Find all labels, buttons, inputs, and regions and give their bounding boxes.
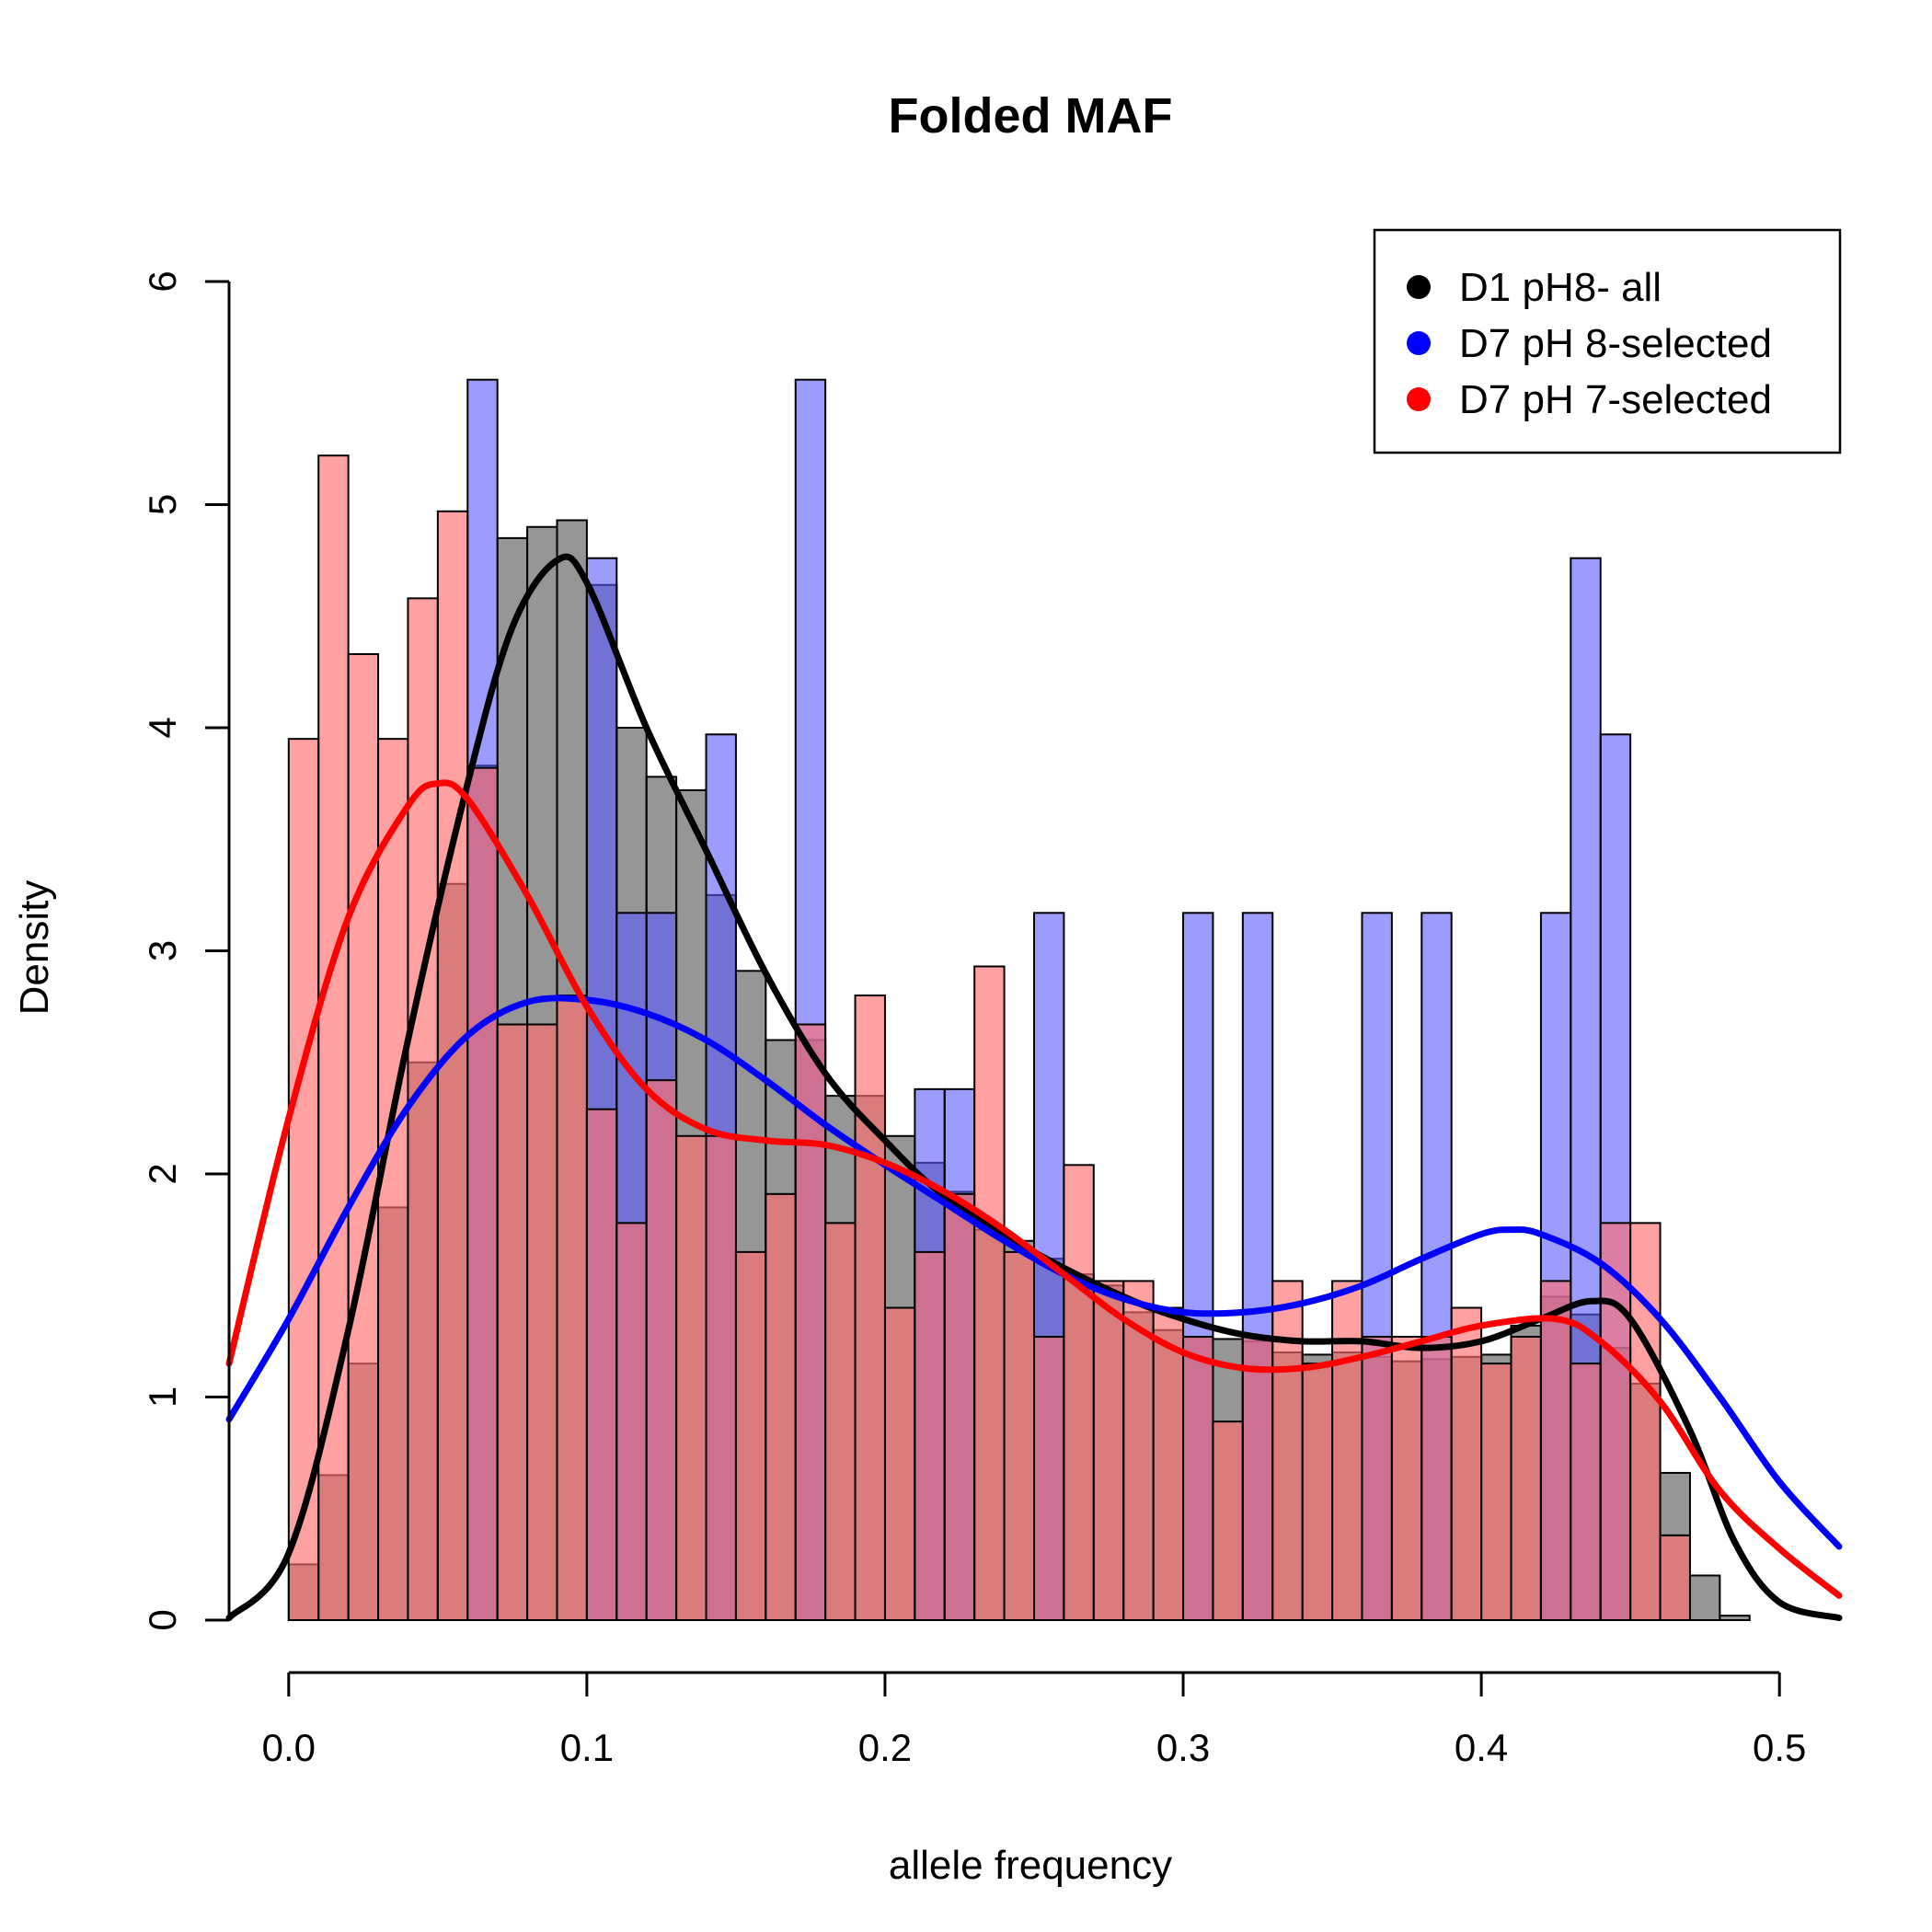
legend-marker [1407, 275, 1431, 299]
histogram-bar [466, 766, 499, 1621]
histogram-bar [1271, 1280, 1304, 1622]
histogram-bar [1570, 1363, 1602, 1621]
histogram-bar [854, 995, 886, 1621]
histogram-bar [1212, 1420, 1244, 1622]
histogram-bar [1361, 1336, 1393, 1622]
x-tick-label: 0.0 [262, 1726, 316, 1769]
y-axis: 0 1 2 3 4 5 6 [141, 270, 231, 1631]
histogram-bar [1390, 1336, 1423, 1622]
histogram-bar [585, 1108, 618, 1622]
histogram-bars [287, 378, 1751, 1622]
legend-label: D1 pH8- all [1459, 265, 1662, 310]
histogram-bar [734, 1250, 767, 1621]
x-tick-label: 0.5 [1753, 1726, 1806, 1769]
x-axis-label: allele frequency [889, 1843, 1172, 1888]
density-curve-0 [225, 553, 1843, 1622]
histogram-bar [1092, 1280, 1125, 1622]
y-tick-label: 6 [141, 270, 184, 292]
histogram-bar [556, 995, 588, 1621]
histogram-bar [1033, 1336, 1065, 1622]
histogram-bar [1450, 1306, 1483, 1621]
histogram-bar [973, 965, 1006, 1621]
y-tick-label: 1 [141, 1386, 184, 1408]
histogram-bar [1659, 1534, 1691, 1621]
histogram-bar [1688, 1574, 1721, 1621]
legend-box [1373, 228, 1842, 454]
histogram-bar [407, 597, 439, 1621]
histogram-bar [675, 1134, 707, 1621]
density-curve-2 [225, 779, 1843, 1599]
legend-label: D7 pH 8-selected [1459, 321, 1772, 366]
histogram-bar [287, 738, 320, 1621]
histogram-bar [347, 652, 380, 1621]
histogram-bar [914, 1250, 946, 1621]
histogram-bar [824, 1222, 857, 1621]
y-tick-label: 2 [141, 1163, 184, 1184]
histogram-bar [1241, 1336, 1274, 1622]
histogram-bar [1719, 1615, 1751, 1622]
histogram-bar [1420, 1336, 1453, 1622]
legend: D1 pH8- all D7 pH 8-selected D7 pH 7-selec… [1373, 228, 1842, 454]
histogram-bar [1301, 1363, 1334, 1621]
histogram-bar [1480, 1363, 1512, 1621]
histogram-bar [377, 738, 409, 1621]
y-tick-label: 3 [141, 940, 184, 961]
legend-marker [1407, 387, 1431, 411]
y-tick-label: 5 [141, 494, 184, 515]
histogram-bar [1629, 1222, 1662, 1621]
legend-label: D7 pH 7-selected [1459, 377, 1772, 422]
y-axis-label: Density [12, 880, 57, 1016]
bar-series-2 [287, 454, 1691, 1622]
x-axis: 0.0 0.1 0.2 0.3 0.4 0.5 [262, 1671, 1806, 1769]
y-tick-label: 0 [141, 1609, 184, 1630]
chart-title: Folded MAF [889, 88, 1173, 144]
histogram-bar [1003, 1250, 1036, 1621]
histogram-bar [705, 1134, 737, 1621]
histogram-bar [615, 1222, 648, 1621]
x-tick-label: 0.3 [1156, 1726, 1210, 1769]
density-curves [225, 553, 1843, 1622]
x-tick-label: 0.1 [560, 1726, 614, 1769]
histogram-bar [645, 1079, 678, 1621]
histogram-bar [1182, 1336, 1214, 1622]
histogram-bar [943, 1192, 976, 1621]
histogram-bar [1152, 1306, 1185, 1621]
histogram-bar [1510, 1336, 1542, 1622]
histogram-bar [1539, 1280, 1572, 1622]
histogram-bar [1331, 1280, 1363, 1622]
x-tick-label: 0.4 [1455, 1726, 1508, 1769]
histogram-bar [1063, 1164, 1095, 1622]
histogram-bar [765, 1192, 797, 1621]
histogram-bar [1599, 1222, 1632, 1621]
y-tick-label: 4 [141, 717, 184, 738]
legend-marker [1407, 331, 1431, 355]
histogram-bar [526, 1023, 558, 1621]
histogram-bar [496, 1023, 529, 1621]
histogram-bar [883, 1306, 916, 1621]
x-tick-label: 0.2 [858, 1726, 912, 1769]
